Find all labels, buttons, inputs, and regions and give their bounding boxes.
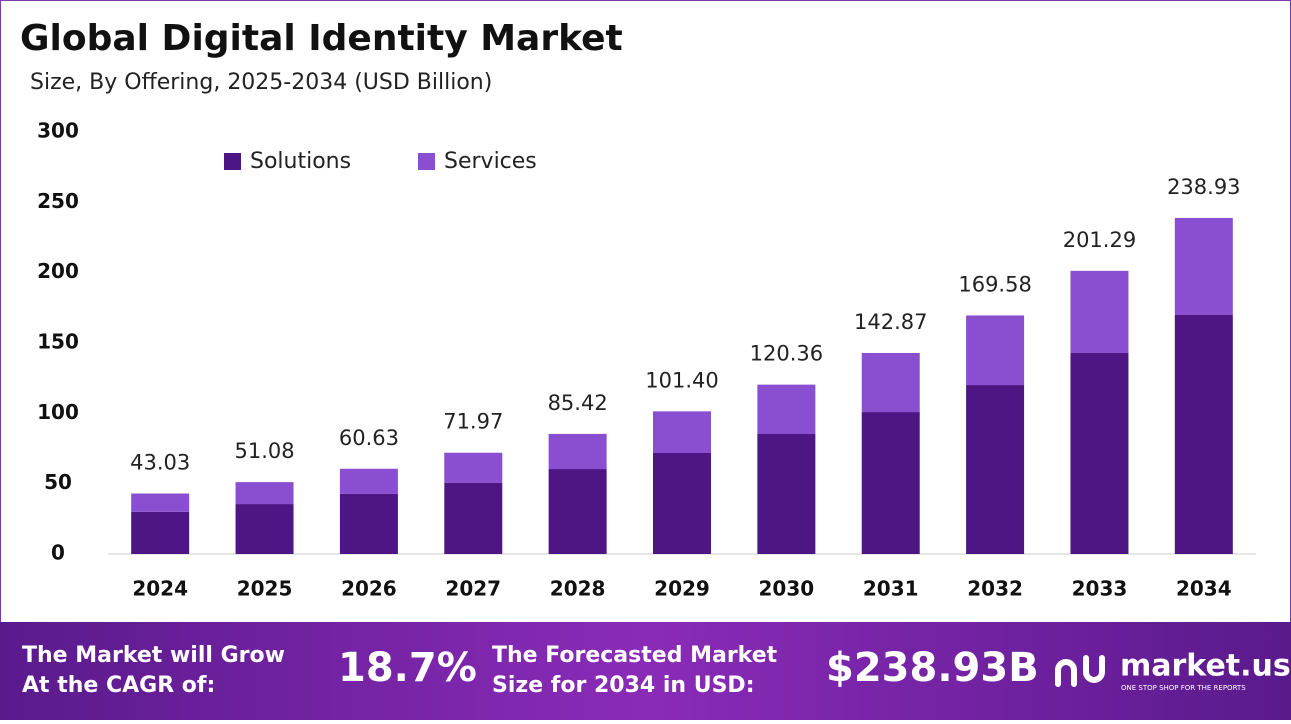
bar-segment xyxy=(1070,352,1129,554)
total-label: 43.03 xyxy=(130,451,190,475)
y-tick-label: 150 xyxy=(37,330,79,354)
forecast-value: $238.93B xyxy=(826,645,1039,691)
total-label: 238.93 xyxy=(1167,175,1240,199)
bar-segment xyxy=(861,412,920,554)
total-label: 120.36 xyxy=(750,342,823,366)
x-tick-label: 2026 xyxy=(341,577,397,601)
x-tick-label: 2024 xyxy=(132,577,188,601)
y-tick-label: 200 xyxy=(37,259,79,283)
total-label: 60.63 xyxy=(339,426,399,450)
total-label: 169.58 xyxy=(958,272,1031,296)
total-label: 71.97 xyxy=(443,410,503,434)
bar-segment xyxy=(548,433,607,470)
y-tick-label: 300 xyxy=(37,119,79,143)
bar-segment xyxy=(235,482,294,505)
total-label: 85.42 xyxy=(548,391,608,415)
bar-segment xyxy=(861,352,920,413)
total-label: 51.08 xyxy=(234,439,294,463)
legend-swatch xyxy=(418,153,435,170)
chart-subtitle: Size, By Offering, 2025-2034 (USD Billio… xyxy=(30,70,492,95)
x-tick-label: 2033 xyxy=(1072,577,1128,601)
legend-label: Solutions xyxy=(250,149,351,174)
x-tick-label: 2032 xyxy=(967,577,1023,601)
total-label: 142.87 xyxy=(854,310,927,334)
y-tick-label: 250 xyxy=(37,189,79,213)
footer-band xyxy=(0,622,1291,720)
bar-segment xyxy=(444,482,503,554)
x-tick-label: 2025 xyxy=(237,577,293,601)
bar-segment xyxy=(339,468,398,494)
forecast-text: The Forecasted Market xyxy=(492,643,778,668)
bar-segment xyxy=(966,385,1025,554)
x-tick-label: 2028 xyxy=(550,577,606,601)
brand-name: market.us xyxy=(1120,649,1291,684)
brand-tagline: ONE STOP SHOP FOR THE REPORTS xyxy=(1121,684,1246,692)
bar-segment xyxy=(444,452,503,483)
x-tick-label: 2029 xyxy=(654,577,710,601)
cagr-text: At the CAGR of: xyxy=(22,673,215,698)
cagr-value: 18.7% xyxy=(338,645,477,691)
chart-title: Global Digital Identity Market xyxy=(20,18,623,59)
bar-segment xyxy=(131,493,190,512)
bar-segment xyxy=(548,469,607,554)
bar-segment xyxy=(1174,217,1233,316)
x-tick-label: 2030 xyxy=(759,577,815,601)
bar-segment xyxy=(1174,315,1233,554)
y-tick-label: 100 xyxy=(37,400,79,424)
legend-swatch xyxy=(224,153,241,170)
forecast-text: Size for 2034 in USD: xyxy=(492,673,755,698)
bar-segment xyxy=(653,453,711,554)
y-tick-label: 50 xyxy=(44,470,72,494)
x-tick-label: 2031 xyxy=(863,577,919,601)
bar-segment xyxy=(757,434,816,554)
total-label: 101.40 xyxy=(645,368,718,392)
bar-segment xyxy=(339,493,398,554)
total-label: 201.29 xyxy=(1063,228,1136,252)
bar-segment xyxy=(235,504,294,554)
plot: 0 50 100 150 200 250 300 Solutions Services 43.03… xyxy=(37,119,1256,601)
x-tick-label: 2027 xyxy=(445,577,501,601)
bar-segment xyxy=(653,411,711,454)
x-tick-label: 2034 xyxy=(1176,577,1232,601)
cagr-text: The Market will Grow xyxy=(22,643,285,668)
y-tick-label: 0 xyxy=(51,541,65,565)
bar-segment xyxy=(966,315,1025,386)
bar-segment xyxy=(131,511,190,554)
bar-segment xyxy=(757,384,816,435)
legend-label: Services xyxy=(444,149,537,174)
brand-logo xyxy=(1055,655,1105,687)
bar-segment xyxy=(1070,270,1129,353)
